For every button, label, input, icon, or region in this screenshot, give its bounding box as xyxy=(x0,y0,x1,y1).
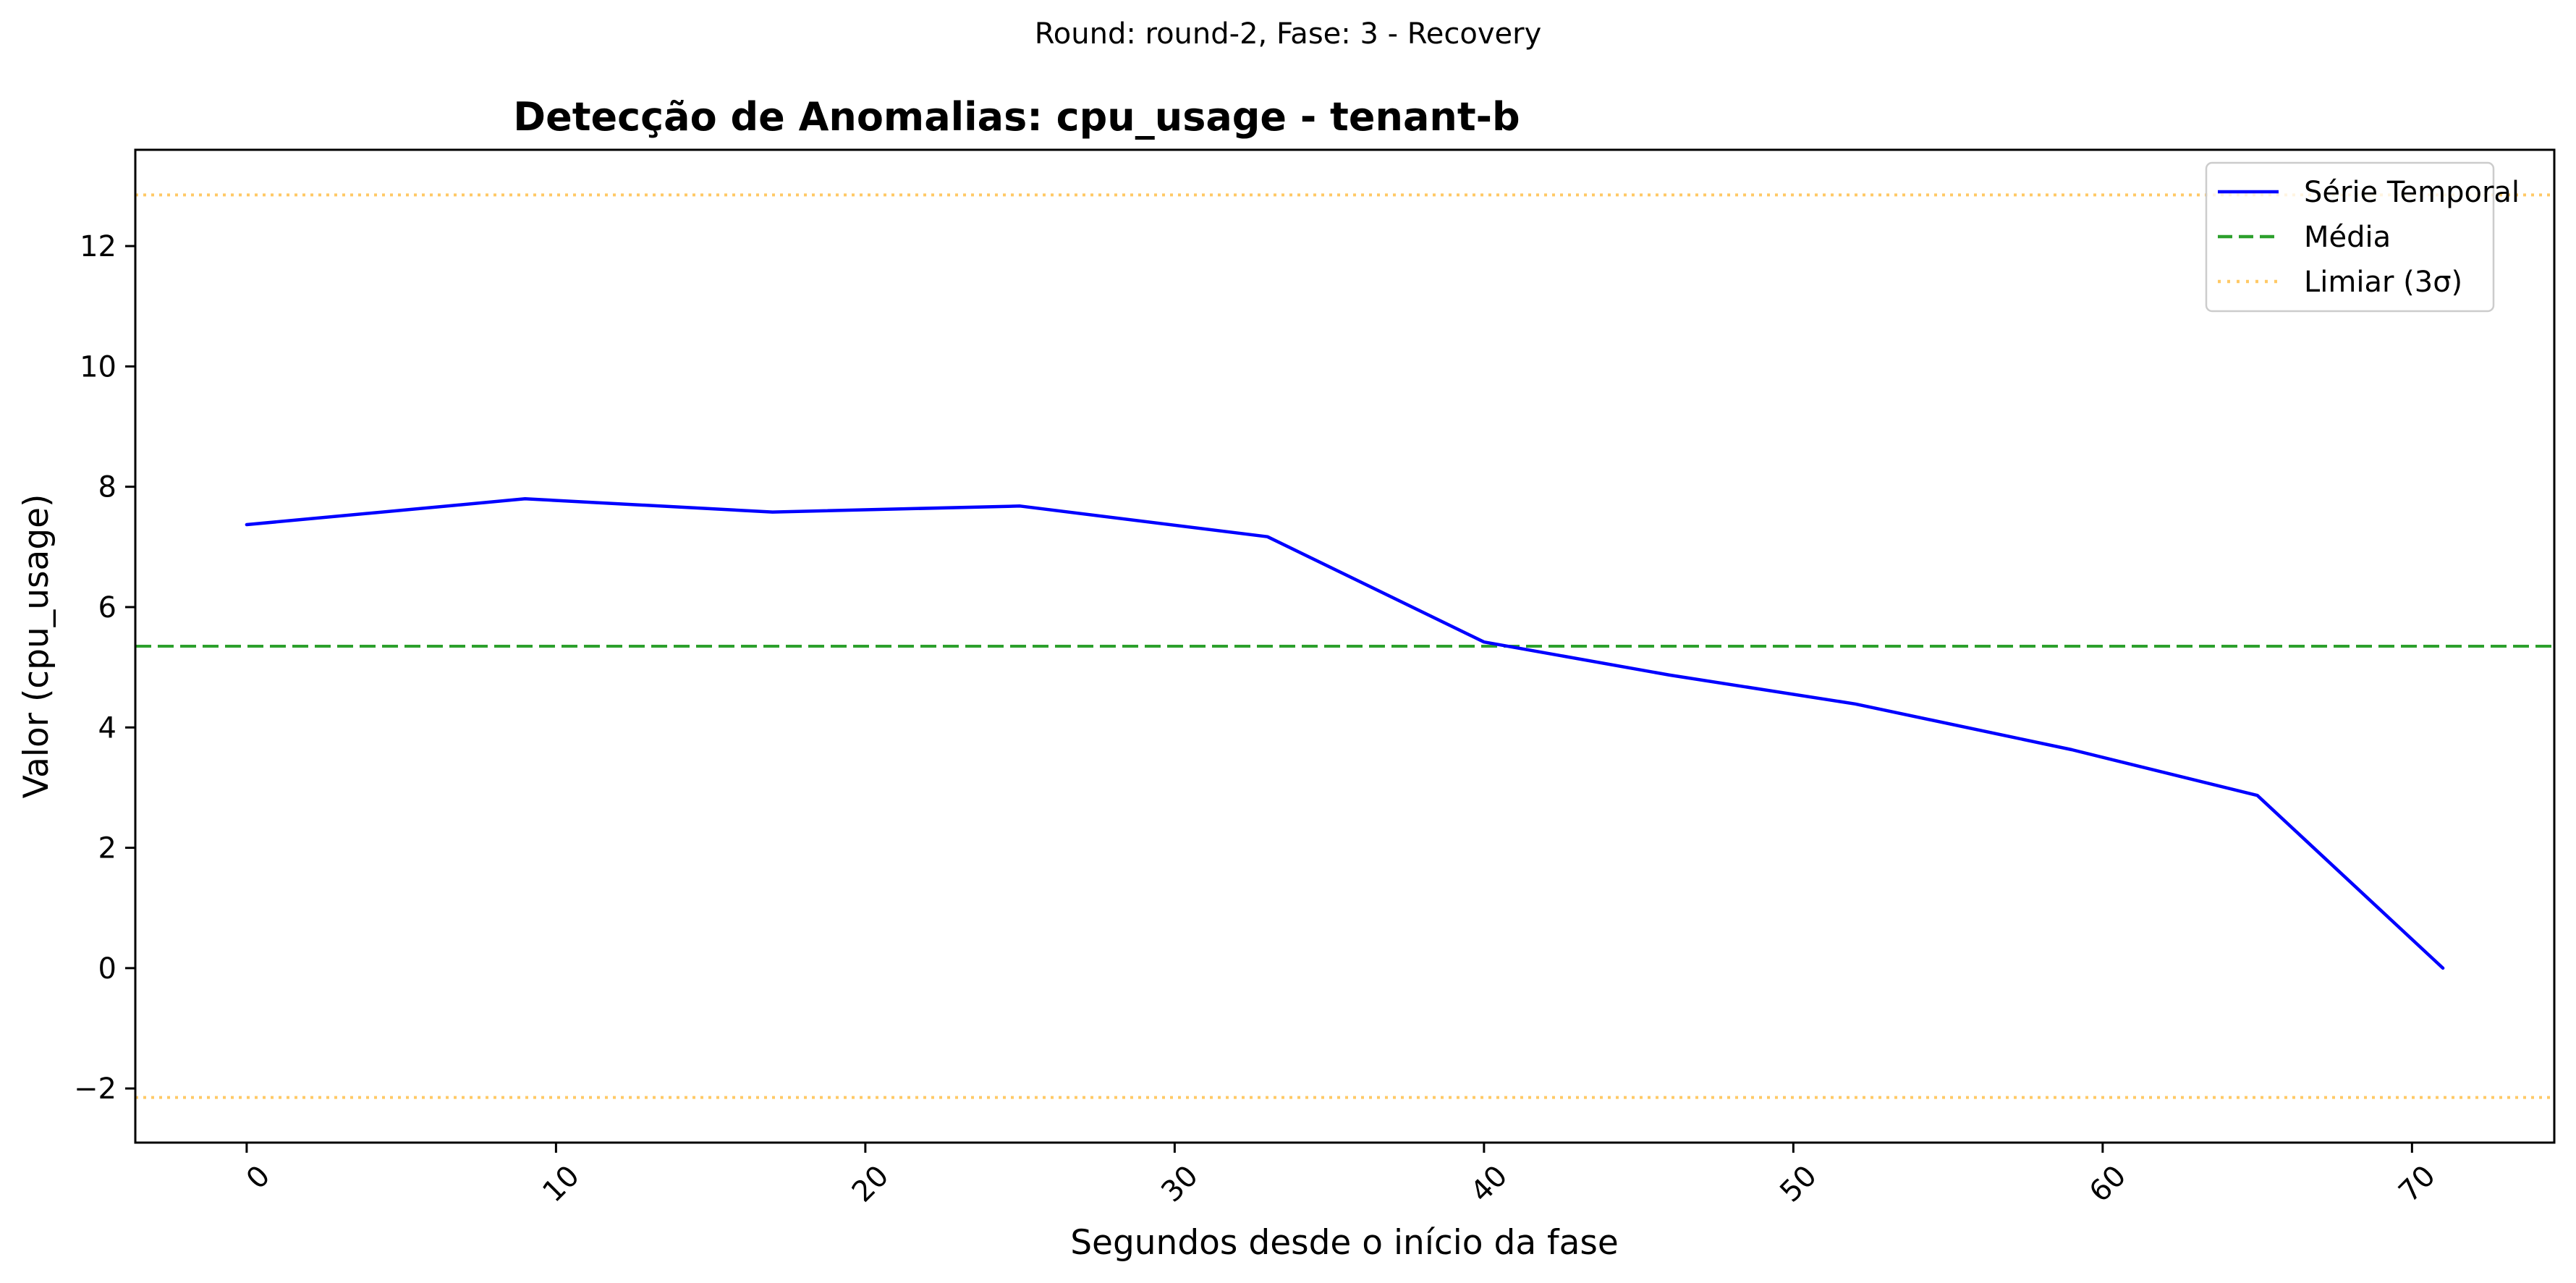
x-axis-label: Segundos desde o início da fase xyxy=(1070,1223,1619,1263)
x-tick-label: 60 xyxy=(2083,1159,2133,1209)
plot-frame xyxy=(134,148,2556,1144)
chart-suptitle: Round: round-2, Fase: 3 - Recovery xyxy=(1035,17,1541,51)
legend: Série Temporal Média Limiar (3σ) xyxy=(2205,161,2520,313)
x-axis: 0 10 20 30 40 50 60 70 xyxy=(240,1143,2442,1208)
y-axis-label: Valor (cpu_usage) xyxy=(17,494,56,799)
x-tick-label: 40 xyxy=(1465,1159,1514,1209)
legend-label: Série Temporal xyxy=(2304,176,2520,209)
y-tick-label: 12 xyxy=(80,230,116,263)
y-tick-label: 6 xyxy=(98,591,116,624)
x-tick-label: 0 xyxy=(240,1159,277,1196)
x-tick-label: 20 xyxy=(846,1159,896,1209)
x-tick-label: 30 xyxy=(1155,1159,1205,1209)
legend-label: Limiar (3σ) xyxy=(2304,266,2462,299)
legend-box xyxy=(2205,161,2495,313)
chart-title: Detecção de Anomalias: cpu_usage - tenan… xyxy=(513,94,1520,140)
y-tick-label: 0 xyxy=(98,952,116,986)
y-tick-label: 4 xyxy=(98,711,116,745)
x-tick-label: 50 xyxy=(1774,1159,1823,1209)
y-tick-label: 10 xyxy=(80,350,116,384)
y-axis: −2 0 2 4 6 8 10 12 xyxy=(74,230,135,1106)
legend-label: Média xyxy=(2304,221,2391,254)
x-tick-label: 10 xyxy=(536,1159,586,1209)
series-line-time-series xyxy=(245,497,2445,970)
y-tick-label: 2 xyxy=(98,832,116,865)
y-tick-label: −2 xyxy=(74,1072,116,1106)
y-tick-label: 8 xyxy=(98,471,116,504)
plot-area xyxy=(135,193,2554,1099)
x-tick-label: 70 xyxy=(2392,1159,2442,1209)
